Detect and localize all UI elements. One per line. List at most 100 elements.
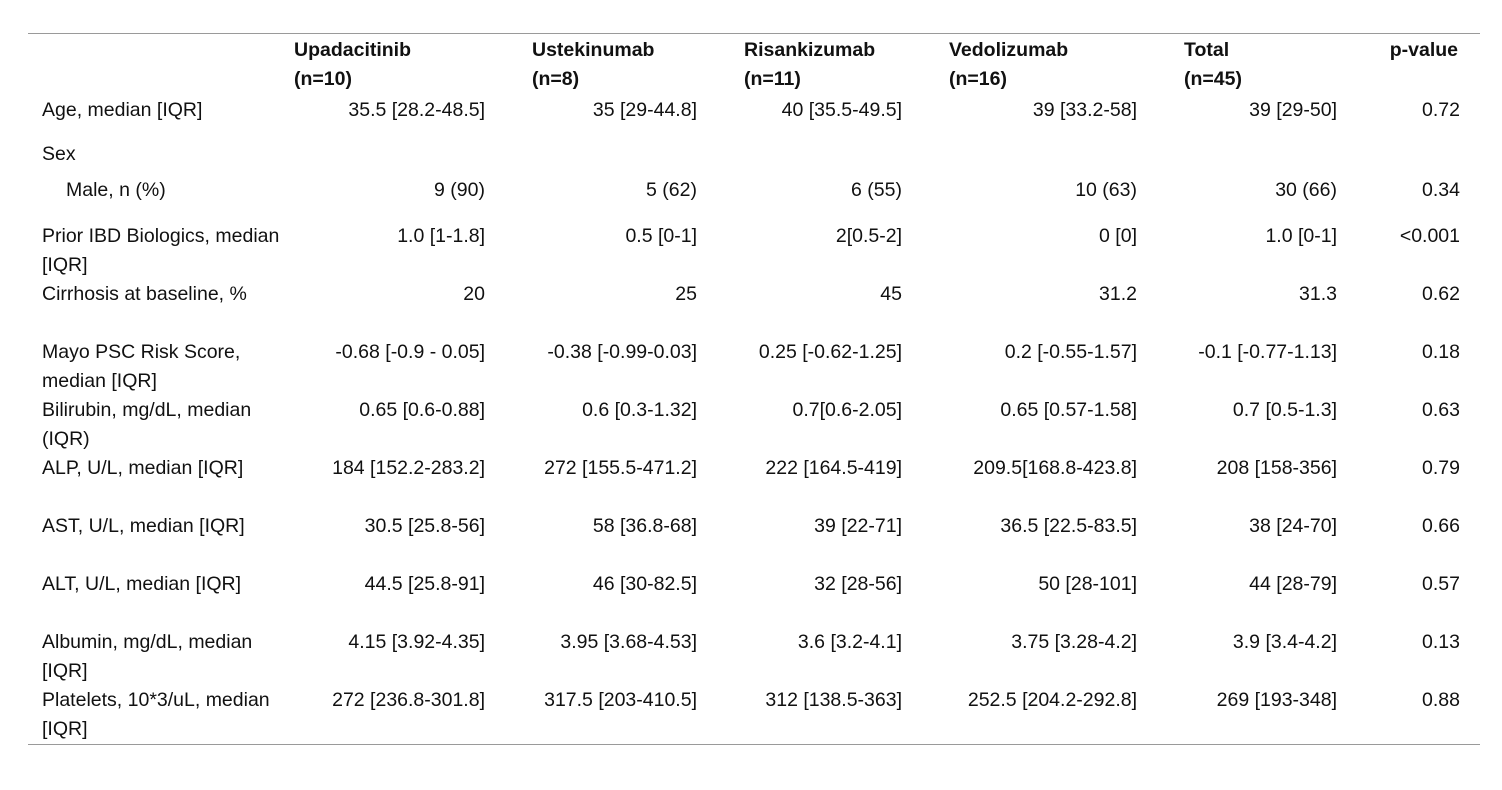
row-label: Sex bbox=[42, 143, 76, 165]
table-row: Mayo PSC Risk Score, median [IQR] -0.68 [… bbox=[28, 338, 1480, 396]
p-value-cell: 0.72 bbox=[1422, 99, 1460, 121]
col-header-n: (n=11) bbox=[744, 68, 801, 90]
table-row: AST, U/L, median [IQR] 30.5 [25.8-56] 58 [… bbox=[28, 512, 1480, 570]
table-cell: 3.75 [3.28-4.2] bbox=[1011, 631, 1137, 653]
table-row: Cirrhosis at baseline, % 20 25 45 31.2 31.3 0.… bbox=[28, 280, 1480, 338]
p-value-cell: 0.79 bbox=[1422, 457, 1460, 479]
table-cell: 10 (63) bbox=[1075, 179, 1137, 201]
row-label: AST, U/L, median [IQR] bbox=[42, 515, 245, 537]
p-value-cell: 0.88 bbox=[1422, 689, 1460, 711]
table-cell: 32 [28-56] bbox=[814, 573, 902, 595]
row-label: Age, median [IQR] bbox=[42, 99, 203, 121]
table-cell: 252.5 [204.2-292.8] bbox=[967, 689, 1137, 711]
table-cell: -0.38 [-0.99-0.03] bbox=[547, 341, 697, 363]
p-value-cell: 0.66 bbox=[1422, 515, 1460, 537]
table-cell: 44.5 [25.8-91] bbox=[364, 573, 485, 595]
table-cell: 3.95 [3.68-4.53] bbox=[560, 631, 697, 653]
p-value-cell: 0.63 bbox=[1422, 399, 1460, 421]
col-header-p-value: p-value bbox=[1370, 34, 1480, 97]
table-cell: 39 [33.2-58] bbox=[1032, 99, 1137, 121]
table-cell: 5 (62) bbox=[646, 179, 697, 201]
header-row: Upadacitinib (n=10) Ustekinumab (n=8) Ri… bbox=[28, 33, 1480, 97]
table-cell bbox=[280, 140, 518, 176]
baseline-characteristics-table: Upadacitinib (n=10) Ustekinumab (n=8) Ri… bbox=[28, 33, 1480, 745]
table-cell: 272 [236.8-301.8] bbox=[332, 689, 485, 711]
table-cell: -0.68 [-0.9 - 0.05] bbox=[335, 341, 485, 363]
row-label: Albumin, mg/dL, median [IQR] bbox=[42, 631, 253, 682]
table-cell: 50 [28-101] bbox=[1038, 573, 1137, 595]
col-header-name: Risankizumab bbox=[744, 39, 876, 61]
table-cell: 1.0 [0-1] bbox=[1265, 225, 1337, 247]
table-cell bbox=[518, 140, 730, 176]
table-cell: 0 [0] bbox=[1099, 225, 1137, 247]
table-cell: 45 bbox=[880, 283, 902, 305]
row-label: ALT, U/L, median [IQR] bbox=[42, 573, 242, 595]
col-header-n: (n=10) bbox=[294, 68, 352, 90]
table-cell: 40 [35.5-49.5] bbox=[781, 99, 902, 121]
table-row: ALT, U/L, median [IQR] 44.5 [25.8-91] 46 [… bbox=[28, 570, 1480, 628]
col-header-n: (n=45) bbox=[1184, 68, 1242, 90]
col-header-risankizumab: Risankizumab (n=11) bbox=[730, 34, 935, 97]
table-row: ALP, U/L, median [IQR] 184 [152.2-283.2] 2… bbox=[28, 454, 1480, 512]
table-cell: 0.65 [0.57-1.58] bbox=[1000, 399, 1137, 421]
table-cell: 3.6 [3.2-4.1] bbox=[797, 631, 902, 653]
table-cell: 30 (66) bbox=[1275, 179, 1337, 201]
table-row: Prior IBD Biologics, median [IQR] 1.0 [1-… bbox=[28, 222, 1480, 280]
table-cell: 209.5[168.8-423.8] bbox=[973, 457, 1137, 479]
table-cell: 2[0.5-2] bbox=[835, 225, 902, 247]
table-cell: 272 [155.5-471.2] bbox=[544, 457, 697, 479]
row-label: Bilirubin, mg/dL, median (IQR) bbox=[42, 399, 252, 450]
table-cell: 0.2 [-0.55-1.57] bbox=[1004, 341, 1137, 363]
table-cell: -0.1 [-0.77-1.13] bbox=[1198, 341, 1337, 363]
table-cell: 0.7 [0.5-1.3] bbox=[1232, 399, 1337, 421]
table-cell: 0.25 [-0.62-1.25] bbox=[758, 341, 902, 363]
table-cell bbox=[730, 140, 935, 176]
p-value-cell bbox=[1370, 140, 1480, 176]
table-cell: 222 [164.5-419] bbox=[765, 457, 902, 479]
p-value-cell: 0.34 bbox=[1422, 179, 1460, 201]
table-cell: 317.5 [203-410.5] bbox=[544, 689, 697, 711]
table-row: Albumin, mg/dL, median [IQR] 4.15 [3.92-4… bbox=[28, 628, 1480, 686]
col-header-name: Ustekinumab bbox=[532, 39, 655, 61]
row-label: ALP, U/L, median [IQR] bbox=[42, 457, 244, 479]
row-label: Male, n (%) bbox=[66, 179, 166, 201]
table-cell: 36.5 [22.5-83.5] bbox=[1000, 515, 1137, 537]
table-row: Sex bbox=[28, 140, 1480, 176]
table-cell: 38 [24-70] bbox=[1249, 515, 1337, 537]
table-cell bbox=[935, 140, 1170, 176]
col-header-ustekinumab: Ustekinumab (n=8) bbox=[518, 34, 730, 97]
table-cell: 0.6 [0.3-1.32] bbox=[582, 399, 697, 421]
table-cell: 208 [158-356] bbox=[1216, 457, 1337, 479]
col-header-name: Upadacitinib bbox=[294, 39, 412, 61]
table-cell: 30.5 [25.8-56] bbox=[364, 515, 485, 537]
table-row: Platelets, 10*3/uL, median [IQR] 272 [236… bbox=[28, 686, 1480, 745]
table-cell: 0.5 [0-1] bbox=[625, 225, 697, 247]
p-value-cell: <0.001 bbox=[1399, 225, 1460, 247]
row-label: Cirrhosis at baseline, % bbox=[42, 283, 247, 305]
p-value-cell: 0.13 bbox=[1422, 631, 1460, 653]
table-cell: 31.3 bbox=[1299, 283, 1337, 305]
table-cell: 312 [138.5-363] bbox=[765, 689, 902, 711]
header-stub bbox=[28, 34, 280, 97]
table-cell: 46 [30-82.5] bbox=[592, 573, 697, 595]
table-cell: 1.0 [1-1.8] bbox=[397, 225, 485, 247]
table-cell: 3.9 [3.4-4.2] bbox=[1232, 631, 1337, 653]
row-label: Mayo PSC Risk Score, median [IQR] bbox=[42, 341, 241, 392]
table-cell: 269 [193-348] bbox=[1216, 689, 1337, 711]
table-cell: 184 [152.2-283.2] bbox=[332, 457, 485, 479]
col-header-n: (n=8) bbox=[532, 68, 580, 90]
col-header-name: Total bbox=[1184, 39, 1230, 61]
table-cell: 6 (55) bbox=[851, 179, 902, 201]
p-value-cell: 0.57 bbox=[1422, 573, 1460, 595]
col-header-name: p-value bbox=[1389, 39, 1458, 61]
table-cell: 44 [28-79] bbox=[1249, 573, 1337, 595]
table-body: Age, median [IQR] 35.5 [28.2-48.5] 35 [29-… bbox=[28, 96, 1480, 745]
table-row: Bilirubin, mg/dL, median (IQR) 0.65 [0.6-… bbox=[28, 396, 1480, 454]
col-header-total: Total (n=45) bbox=[1170, 34, 1370, 97]
col-header-name: Vedolizumab bbox=[949, 39, 1069, 61]
table-cell: 31.2 bbox=[1099, 283, 1137, 305]
row-label: Prior IBD Biologics, median [IQR] bbox=[42, 225, 280, 276]
table-cell: 0.7[0.6-2.05] bbox=[792, 399, 903, 421]
col-header-n: (n=16) bbox=[949, 68, 1007, 90]
table-cell bbox=[1170, 140, 1370, 176]
